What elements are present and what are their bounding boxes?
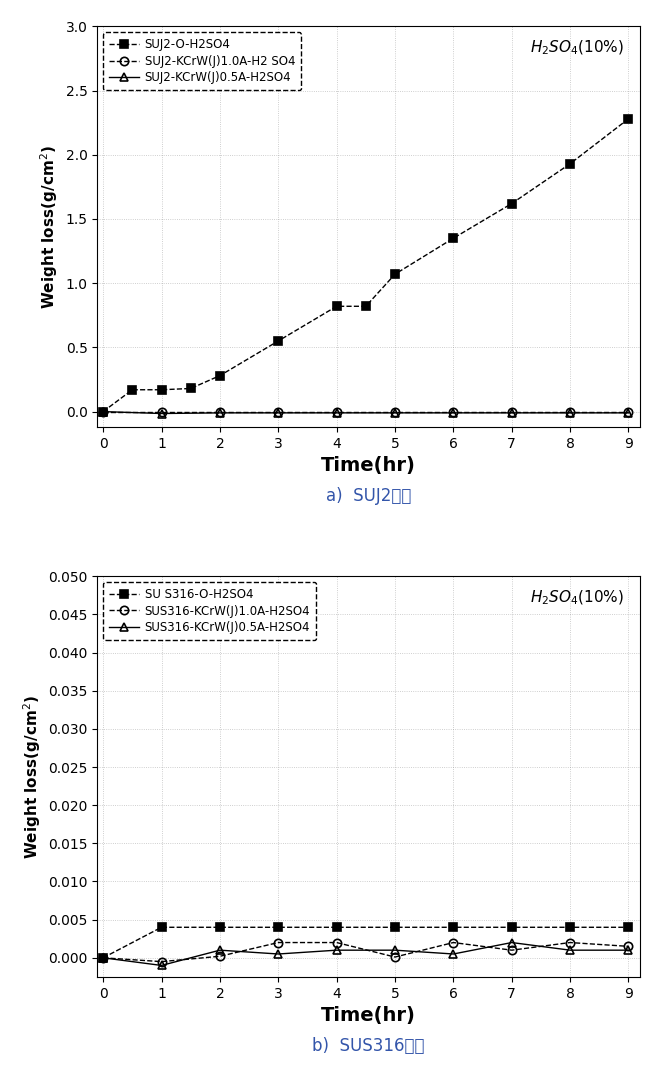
SUS316-KCrW(J)1.0A-H2SO4	[99, 951, 107, 964]
SU S316-O-H2SO4	[508, 921, 516, 934]
SU S316-O-H2SO4	[274, 921, 282, 934]
SUJ2-KCrW(J)0.5A-H2SO4	[625, 406, 633, 419]
Line: SUJ2-KCrW(J)0.5A-H2SO4: SUJ2-KCrW(J)0.5A-H2SO4	[99, 407, 633, 418]
SUS316-KCrW(J)0.5A-H2SO4	[566, 943, 574, 956]
SUJ2-O-H2SO4	[99, 405, 107, 418]
Line: SUS316-KCrW(J)0.5A-H2SO4: SUS316-KCrW(J)0.5A-H2SO4	[99, 938, 633, 969]
Line: SUS316-KCrW(J)1.0A-H2SO4: SUS316-KCrW(J)1.0A-H2SO4	[99, 938, 633, 966]
SUS316-KCrW(J)0.5A-H2SO4	[274, 948, 282, 961]
X-axis label: Time(hr): Time(hr)	[321, 1007, 416, 1025]
X-axis label: Time(hr): Time(hr)	[321, 457, 416, 475]
SUS316-KCrW(J)1.0A-H2SO4	[625, 940, 633, 953]
SUJ2-KCrW(J)1.0A-H2 SO4	[157, 405, 165, 418]
SUJ2-KCrW(J)0.5A-H2SO4	[332, 406, 340, 419]
SUJ2-O-H2SO4	[391, 268, 399, 281]
SUJ2-KCrW(J)0.5A-H2SO4	[508, 406, 516, 419]
Line: SUJ2-O-H2SO4: SUJ2-O-H2SO4	[99, 115, 633, 416]
SU S316-O-H2SO4	[157, 921, 165, 934]
SUS316-KCrW(J)0.5A-H2SO4	[216, 943, 224, 956]
SUS316-KCrW(J)0.5A-H2SO4	[508, 936, 516, 949]
SUJ2-KCrW(J)0.5A-H2SO4	[566, 406, 574, 419]
SUJ2-O-H2SO4	[274, 334, 282, 347]
Line: SUJ2-KCrW(J)1.0A-H2 SO4: SUJ2-KCrW(J)1.0A-H2 SO4	[99, 407, 633, 416]
SUJ2-O-H2SO4	[157, 384, 165, 397]
SUJ2-O-H2SO4	[566, 158, 574, 170]
SU S316-O-H2SO4	[391, 921, 399, 934]
SU S316-O-H2SO4	[216, 921, 224, 934]
SU S316-O-H2SO4	[566, 921, 574, 934]
SUJ2-O-H2SO4	[216, 369, 224, 382]
SUJ2-KCrW(J)1.0A-H2 SO4	[99, 405, 107, 418]
SU S316-O-H2SO4	[99, 951, 107, 964]
Y-axis label: Weight loss(g/cm$^2$): Weight loss(g/cm$^2$)	[21, 695, 42, 859]
SUJ2-O-H2SO4	[362, 300, 369, 313]
SUJ2-O-H2SO4	[449, 232, 457, 244]
SUJ2-KCrW(J)1.0A-H2 SO4	[566, 405, 574, 418]
SU S316-O-H2SO4	[332, 921, 340, 934]
SUJ2-KCrW(J)1.0A-H2 SO4	[625, 405, 633, 418]
SUJ2-KCrW(J)0.5A-H2SO4	[449, 406, 457, 419]
SUJ2-KCrW(J)1.0A-H2 SO4	[332, 405, 340, 418]
Legend: SU S316-O-H2SO4, SUS316-KCrW(J)1.0A-H2SO4, SUS316-KCrW(J)0.5A-H2SO4: SU S316-O-H2SO4, SUS316-KCrW(J)1.0A-H2SO…	[103, 582, 316, 640]
SUS316-KCrW(J)1.0A-H2SO4	[449, 936, 457, 949]
SUJ2-KCrW(J)1.0A-H2 SO4	[274, 405, 282, 418]
Y-axis label: Weight loss(g/cm$^2$): Weight loss(g/cm$^2$)	[38, 145, 60, 309]
SUJ2-KCrW(J)0.5A-H2SO4	[274, 406, 282, 419]
SUS316-KCrW(J)0.5A-H2SO4	[449, 948, 457, 961]
SUJ2-O-H2SO4	[625, 113, 633, 125]
SUJ2-O-H2SO4	[508, 197, 516, 210]
SUS316-KCrW(J)1.0A-H2SO4	[508, 943, 516, 956]
SUJ2-KCrW(J)0.5A-H2SO4	[157, 407, 165, 420]
SUS316-KCrW(J)0.5A-H2SO4	[391, 943, 399, 956]
SUS316-KCrW(J)0.5A-H2SO4	[157, 959, 165, 972]
SUJ2-O-H2SO4	[187, 382, 195, 394]
SUJ2-KCrW(J)0.5A-H2SO4	[99, 405, 107, 418]
SUJ2-KCrW(J)1.0A-H2 SO4	[449, 405, 457, 418]
SUJ2-KCrW(J)0.5A-H2SO4	[391, 406, 399, 419]
Line: SU S316-O-H2SO4: SU S316-O-H2SO4	[99, 923, 633, 962]
SUJ2-KCrW(J)1.0A-H2 SO4	[391, 405, 399, 418]
Legend: SUJ2-O-H2SO4, SUJ2-KCrW(J)1.0A-H2 SO4, SUJ2-KCrW(J)0.5A-H2SO4: SUJ2-O-H2SO4, SUJ2-KCrW(J)1.0A-H2 SO4, S…	[103, 32, 301, 90]
SUS316-KCrW(J)1.0A-H2SO4	[566, 936, 574, 949]
SUJ2-KCrW(J)0.5A-H2SO4	[216, 406, 224, 419]
Text: $H_2SO_4$(10%): $H_2SO_4$(10%)	[530, 39, 624, 57]
SUJ2-O-H2SO4	[332, 300, 340, 313]
SUS316-KCrW(J)0.5A-H2SO4	[99, 951, 107, 964]
SUS316-KCrW(J)1.0A-H2SO4	[274, 936, 282, 949]
SUS316-KCrW(J)1.0A-H2SO4	[216, 950, 224, 963]
SUJ2-O-H2SO4	[128, 384, 136, 397]
SUS316-KCrW(J)1.0A-H2SO4	[157, 955, 165, 968]
SUS316-KCrW(J)0.5A-H2SO4	[332, 943, 340, 956]
Text: a)  SUJ2소재: a) SUJ2소재	[326, 487, 411, 505]
SUS316-KCrW(J)0.5A-H2SO4	[625, 943, 633, 956]
SU S316-O-H2SO4	[625, 921, 633, 934]
SUJ2-KCrW(J)1.0A-H2 SO4	[216, 405, 224, 418]
Text: b)  SUS316소재: b) SUS316소재	[313, 1037, 425, 1055]
Text: $H_2SO_4$(10%): $H_2SO_4$(10%)	[530, 589, 624, 607]
SU S316-O-H2SO4	[449, 921, 457, 934]
SUS316-KCrW(J)1.0A-H2SO4	[332, 936, 340, 949]
SUS316-KCrW(J)1.0A-H2SO4	[391, 951, 399, 964]
SUJ2-KCrW(J)1.0A-H2 SO4	[508, 405, 516, 418]
